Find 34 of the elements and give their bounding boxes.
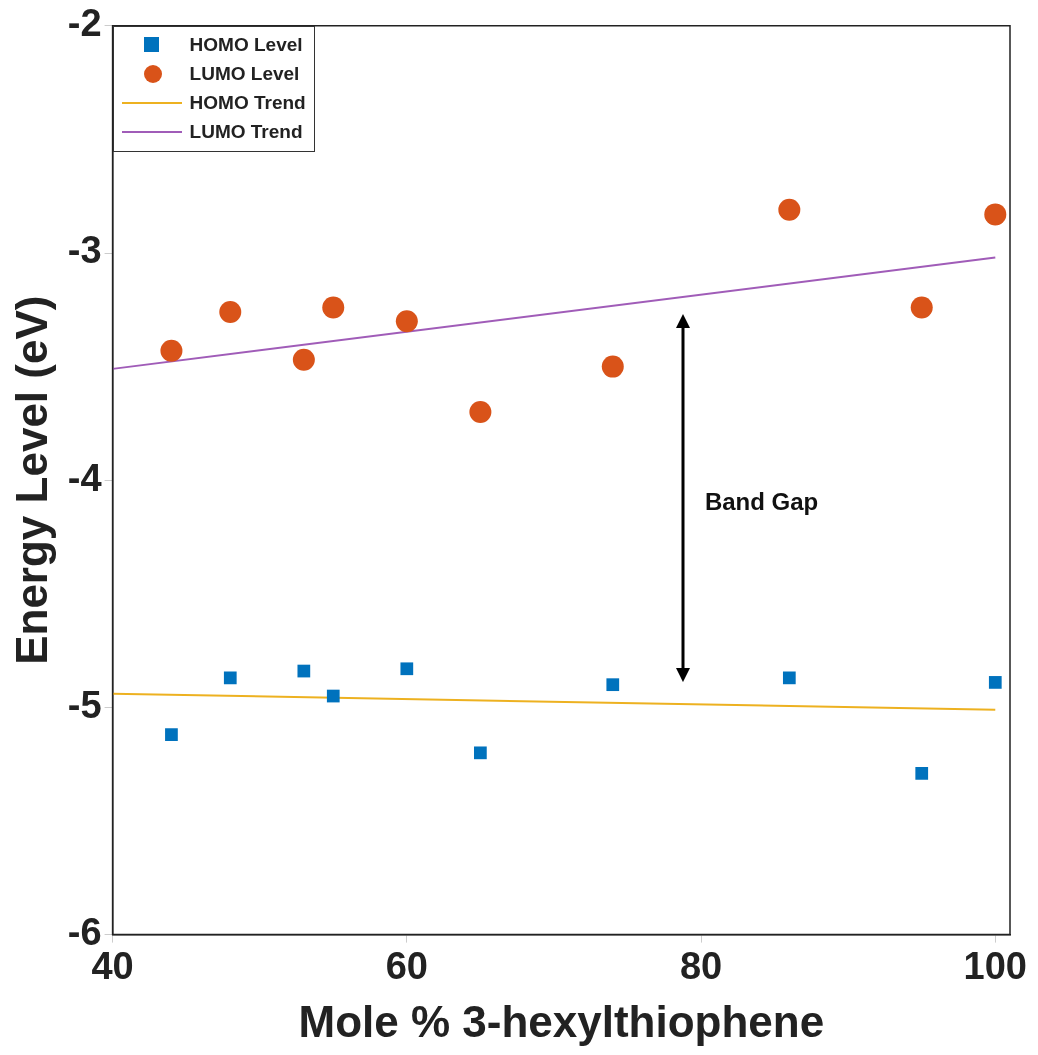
- y-tick-label: -2: [67, 2, 102, 45]
- point: [984, 203, 1007, 226]
- point: [297, 664, 311, 678]
- point: [223, 671, 237, 685]
- legend-label: HOMO Trend: [188, 91, 306, 116]
- point: [601, 355, 624, 378]
- legend-label: LUMO Trend: [188, 120, 304, 145]
- point: [326, 689, 340, 703]
- point: [782, 671, 796, 685]
- y-tick-label: -5: [67, 683, 102, 726]
- point: [469, 401, 492, 424]
- point: [606, 678, 620, 692]
- point: [219, 301, 242, 324]
- y-axis-title: Energy Level (eV): [6, 295, 56, 665]
- legend-label: HOMO Level: [188, 33, 304, 58]
- y-tick-label: -3: [67, 229, 102, 272]
- point: [395, 310, 418, 333]
- point: [160, 339, 183, 362]
- point: [322, 296, 345, 319]
- point: [292, 348, 315, 371]
- y-tick-label: -4: [67, 456, 102, 499]
- point: [778, 198, 801, 221]
- x-tick-label: 80: [679, 944, 723, 987]
- annotation: Band Gap: [704, 487, 819, 515]
- x-tick-label: 60: [385, 944, 428, 987]
- legend-label: LUMO Level: [188, 62, 301, 87]
- point: [400, 662, 414, 676]
- x-tick-label: 100: [963, 944, 1027, 987]
- point: [910, 296, 933, 319]
- point: [915, 766, 929, 780]
- point: [474, 746, 487, 760]
- point: [988, 676, 1002, 689]
- point: [165, 728, 178, 742]
- x-axis-title: Mole % 3-hexylthiophene: [298, 996, 825, 1046]
